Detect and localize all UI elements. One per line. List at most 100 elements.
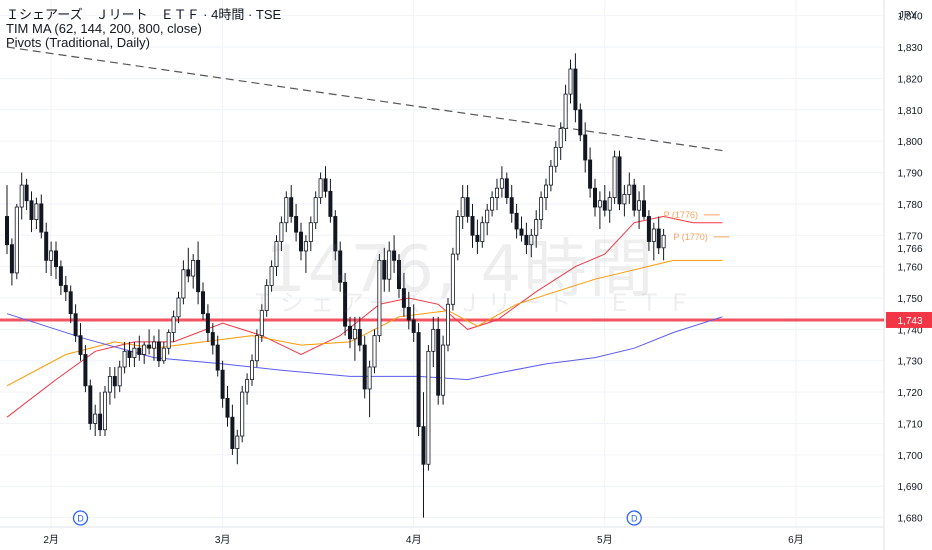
- candle-body: [328, 190, 333, 217]
- candle-body: [9, 244, 14, 274]
- symbol-title[interactable]: Ｉシェアーズ Ｊリート ＥＴＦ · 4時間 · TSE: [6, 7, 282, 22]
- candle-body: [303, 241, 308, 252]
- price-label: 1,743: [897, 316, 922, 327]
- x-tick-label: 5月: [597, 534, 613, 546]
- candle-body: [142, 344, 147, 355]
- candle-body: [362, 344, 367, 390]
- candle-body: [318, 178, 323, 199]
- candle-body: [284, 197, 289, 224]
- candle-body: [78, 335, 83, 355]
- candle-body: [132, 347, 137, 359]
- candle-body: [191, 259, 196, 277]
- candle-body: [514, 212, 519, 230]
- y-tick-label: 1,720: [897, 388, 922, 399]
- candle-body: [39, 203, 44, 233]
- plot-area: P (1776) P (1770) D D: [0, 46, 884, 526]
- candle-body: [377, 259, 382, 337]
- dividend-marker[interactable]: [626, 510, 642, 526]
- candle-body: [112, 376, 117, 387]
- y-tick-label: 1,740: [897, 325, 922, 336]
- candle-body: [431, 328, 436, 352]
- candle-body: [279, 222, 284, 242]
- candle-body: [44, 231, 49, 261]
- candle-body: [5, 216, 10, 246]
- candle-body: [382, 259, 387, 280]
- price-label: 1,766: [897, 244, 922, 255]
- candle-body: [573, 68, 578, 111]
- candle-body: [14, 206, 19, 274]
- candle-body: [553, 147, 558, 167]
- candle-body: [63, 285, 68, 293]
- candle-body: [504, 178, 509, 199]
- candle-body: [264, 285, 269, 311]
- dividend-marker-label: D: [77, 514, 84, 524]
- candle-body: [622, 194, 627, 205]
- trend-line: [6, 46, 723, 152]
- indicator-pivots-legend[interactable]: Pivots (Traditional, Daily): [6, 35, 151, 50]
- ma-144-line: [6, 259, 723, 387]
- candle-body: [68, 291, 73, 315]
- dividend-marker[interactable]: [72, 510, 89, 526]
- y-axis: 1,680 1,690 1,700 1,710 1,720 1,730 1,740 1,750…: [886, 12, 932, 525]
- candle-body: [583, 134, 588, 161]
- price-axis-panel: [884, 0, 932, 550]
- candle-body: [166, 332, 171, 349]
- candle-body: [485, 209, 490, 224]
- y-tick-label: 1,690: [897, 482, 922, 493]
- candle-body: [411, 319, 416, 333]
- candle-body: [289, 197, 294, 217]
- candle-body: [372, 335, 377, 368]
- candle-body: [54, 250, 59, 268]
- candle-body: [98, 413, 103, 431]
- candle-body: [529, 234, 534, 246]
- candle-body: [171, 316, 176, 333]
- candle-body: [455, 216, 460, 255]
- candle-body: [436, 328, 441, 396]
- candle-body: [235, 435, 240, 449]
- candle-body: [298, 231, 303, 252]
- candle-body: [387, 250, 392, 280]
- y-tick-label: 1,730: [897, 357, 922, 368]
- candle-body: [367, 366, 372, 390]
- y-tick-label: 1,750: [897, 294, 922, 305]
- x-tick-label: 6月: [788, 534, 804, 546]
- candle-body: [259, 310, 264, 337]
- candle-body: [544, 184, 549, 199]
- candle-body: [568, 68, 573, 95]
- candle-body: [24, 184, 29, 202]
- candle-body: [499, 178, 504, 189]
- candle-body: [254, 335, 259, 362]
- y-tick-label: 1,760: [897, 263, 922, 274]
- candle-body: [225, 397, 230, 418]
- watermark-symbol: 1476, 4時間: [265, 233, 656, 307]
- y-tick-label: 1,710: [897, 419, 922, 430]
- candle-body: [642, 200, 647, 217]
- candle-body: [392, 250, 397, 261]
- currency-label: JPY: [899, 10, 918, 21]
- candle-body: [343, 281, 348, 327]
- candle-body: [656, 228, 661, 249]
- candle-body: [181, 269, 186, 299]
- candle-body: [627, 184, 632, 195]
- candle-body: [200, 291, 205, 315]
- candle-body: [122, 350, 127, 368]
- candle-body: [117, 366, 122, 387]
- candle-body: [617, 156, 622, 205]
- candle-body: [612, 156, 617, 199]
- candle-body: [274, 241, 279, 268]
- y-tick-label: 1,840: [897, 12, 922, 23]
- candle-body: [176, 297, 181, 318]
- candle-body: [593, 187, 598, 208]
- candle-body: [333, 216, 338, 252]
- x-axis: 2月 3月 4月 5月 6月: [43, 534, 803, 546]
- candle-body: [607, 197, 612, 211]
- candle-body: [661, 234, 666, 249]
- candle-body: [563, 93, 568, 130]
- indicator-tim-ma-legend[interactable]: TIM MA (62, 144, 200, 800, close): [6, 21, 202, 36]
- y-tick-label: 1,820: [897, 74, 922, 85]
- candle-body: [406, 307, 411, 321]
- x-tick-label: 3月: [215, 534, 231, 546]
- y-tick-label: 1,700: [897, 451, 922, 462]
- candle-body: [147, 344, 152, 349]
